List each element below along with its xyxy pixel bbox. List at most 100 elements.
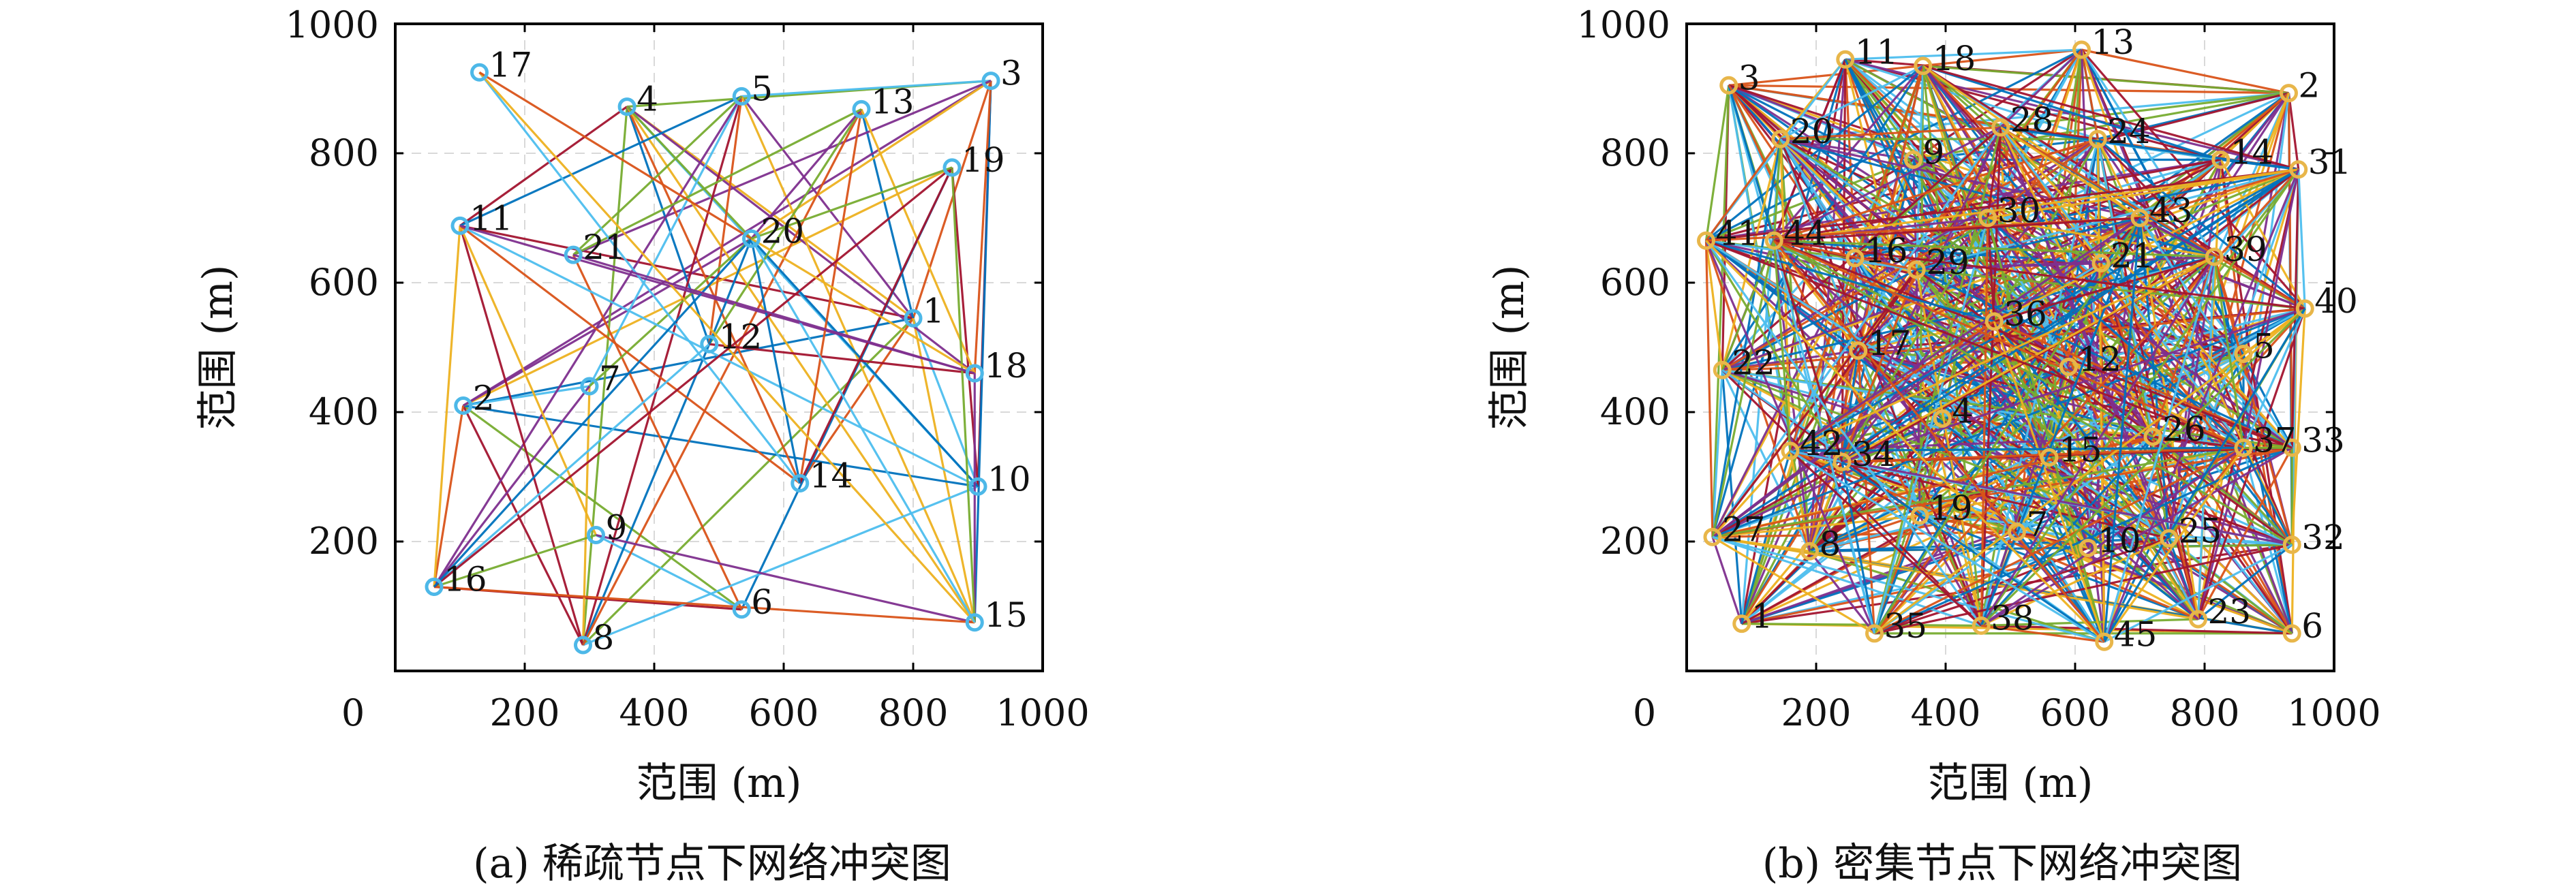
node-label: 21 bbox=[2111, 236, 2154, 276]
node-marker bbox=[1732, 614, 1751, 633]
node-label: 42 bbox=[1800, 424, 1843, 463]
node-marker bbox=[2072, 40, 2091, 59]
conflict-edge bbox=[2100, 263, 2154, 437]
conflict-edge bbox=[1779, 138, 2199, 621]
conflict-edge bbox=[2138, 217, 2293, 449]
y-axis-label: 范围 (m) bbox=[194, 265, 242, 430]
conflict-edge bbox=[1711, 370, 1723, 537]
conflict-edge bbox=[1918, 255, 2215, 517]
node-label: 8 bbox=[593, 618, 615, 657]
conflict-edge bbox=[1721, 138, 1782, 371]
conflict-edge bbox=[582, 343, 711, 646]
node-marker bbox=[1865, 624, 1884, 643]
conflict-edge bbox=[2097, 138, 2215, 258]
conflict-edge bbox=[1711, 138, 1782, 537]
conflict-edge bbox=[2196, 169, 2300, 620]
conflict-edge bbox=[1999, 127, 2154, 437]
node-label: 14 bbox=[810, 456, 853, 496]
conflict-edge bbox=[860, 109, 915, 319]
node-marker bbox=[2205, 247, 2224, 266]
conflict-edge bbox=[741, 80, 992, 97]
axes-frame bbox=[1685, 22, 2335, 672]
node-label: 16 bbox=[1865, 231, 1908, 270]
x-tick-label: 600 bbox=[2040, 691, 2110, 734]
conflict-edge bbox=[1916, 268, 2293, 449]
node-label: 44 bbox=[1783, 213, 1827, 253]
ticks: 0 200 400 600 800 1000 200 400 600 800 1000 bbox=[1577, 3, 2381, 734]
node-marker bbox=[2280, 84, 2298, 103]
node-label: 2 bbox=[2299, 66, 2320, 106]
conflict-edge bbox=[2197, 447, 2293, 620]
conflict-edge bbox=[1780, 65, 1924, 140]
node-marker bbox=[2282, 438, 2301, 457]
conflict-edge bbox=[1987, 217, 2293, 449]
conflict-edges bbox=[433, 71, 992, 646]
conflict-edge bbox=[2139, 168, 2299, 219]
node-label: 43 bbox=[2149, 191, 2193, 230]
conflict-edge bbox=[1922, 65, 2222, 161]
conflict-edge bbox=[462, 238, 752, 407]
conflict-edge bbox=[1993, 320, 2170, 539]
conflict-edge bbox=[433, 166, 953, 588]
conflict-edge bbox=[1874, 544, 2293, 635]
conflict-edge bbox=[1916, 268, 2293, 546]
node-marker bbox=[1914, 57, 1933, 76]
conflict-edge bbox=[626, 106, 711, 345]
conflict-edge bbox=[581, 95, 743, 646]
conflict-edge bbox=[1712, 217, 2141, 538]
axes-frame bbox=[394, 22, 1044, 672]
conflict-edges bbox=[1704, 48, 2306, 643]
x-tick-label: 400 bbox=[619, 691, 689, 734]
conflict-edge bbox=[463, 404, 979, 488]
conflict-edge bbox=[1712, 535, 1982, 627]
conflict-edge bbox=[582, 317, 915, 646]
y-tick-label: 400 bbox=[1600, 390, 1670, 433]
conflict-edge bbox=[1841, 307, 2305, 463]
conflict-edge bbox=[2287, 93, 2300, 170]
conflict-edge bbox=[2220, 159, 2306, 309]
conflict-edge bbox=[1993, 255, 2215, 323]
x-axis-label: 范围 (m) bbox=[1928, 759, 2094, 807]
conflict-edge bbox=[1993, 168, 2299, 323]
conflict-edge bbox=[1774, 239, 2305, 310]
node-label: 20 bbox=[761, 211, 805, 251]
conflict-edge bbox=[1999, 127, 2245, 449]
conflict-edge bbox=[1780, 138, 2141, 219]
conflict-edge bbox=[2151, 256, 2215, 437]
conflict-edge bbox=[912, 80, 992, 319]
conflict-edge bbox=[1773, 59, 1847, 241]
conflict-edge bbox=[1779, 138, 2293, 449]
node-marker bbox=[1904, 151, 1922, 169]
node-label: 11 bbox=[470, 198, 513, 238]
conflict-edge bbox=[1779, 139, 1792, 452]
conflict-edge bbox=[2197, 544, 2293, 621]
node-label: 10 bbox=[2098, 521, 2141, 561]
conflict-edge bbox=[1841, 461, 1876, 634]
node-marker bbox=[1697, 231, 1715, 250]
conflict-edge bbox=[750, 238, 976, 375]
conflict-edge bbox=[2242, 447, 2293, 546]
conflict-edge bbox=[1774, 217, 2141, 242]
node-marker bbox=[1703, 527, 1722, 546]
conflict-edge bbox=[1712, 514, 1920, 538]
conflict-edge bbox=[860, 108, 976, 374]
node-label: 8 bbox=[1820, 524, 1841, 563]
conflict-edge bbox=[1721, 240, 1775, 371]
conflict-edge bbox=[1773, 239, 2244, 449]
chart-panel-b: 1234567891011121314151617181920212223242… bbox=[1486, 3, 2381, 888]
conflict-edge bbox=[2242, 93, 2290, 448]
conflict-edge bbox=[2087, 544, 2293, 550]
node-label: 39 bbox=[2224, 230, 2267, 269]
conflict-edge bbox=[1711, 450, 1792, 538]
node-label: 32 bbox=[2301, 518, 2345, 557]
conflict-edge bbox=[1873, 168, 2299, 634]
conflict-edge bbox=[2287, 93, 2293, 448]
conflict-edge bbox=[1987, 127, 2002, 219]
conflict-edge bbox=[462, 405, 584, 646]
node-marker bbox=[1781, 441, 1800, 460]
conflict-edge bbox=[1981, 624, 2104, 643]
x-tick-label: 800 bbox=[878, 691, 948, 734]
conflict-edge bbox=[2213, 256, 2245, 448]
